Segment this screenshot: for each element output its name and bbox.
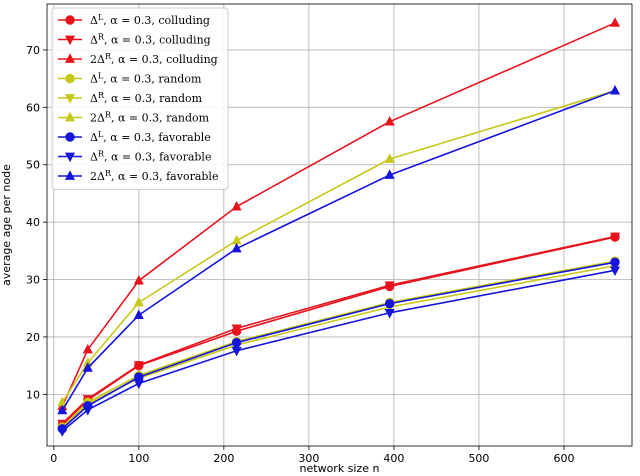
series-line: [61, 269, 616, 432]
legend-item: ΔL, α = 0.3, favorable: [58, 130, 211, 145]
legend-marker: [64, 53, 76, 63]
legend-box: [51, 7, 229, 190]
data-point: [384, 115, 395, 126]
legend-item: ΔR, α = 0.3, favorable: [58, 149, 211, 164]
data-point: [610, 257, 620, 268]
x-tick-label: 500: [468, 452, 489, 465]
x-tick-label: 300: [298, 452, 319, 465]
legend-item: 2ΔR, α = 0.3, colluding: [58, 52, 218, 67]
legend-label: ΔL, α = 0.3, favorable: [90, 130, 211, 145]
series-line: [61, 22, 616, 407]
series-6: [57, 84, 621, 407]
data-point: [82, 362, 93, 372]
series-line: [61, 261, 616, 430]
data-point: [384, 308, 395, 319]
data-point: [609, 17, 621, 27]
legend-marker: [64, 111, 76, 122]
data-point: [609, 232, 621, 243]
y-tick-label: 60: [26, 101, 40, 114]
legend-marker: [64, 35, 76, 46]
series-8: [57, 266, 621, 437]
x-tick-label: 600: [553, 452, 574, 465]
data-point: [231, 337, 242, 348]
legend-marker: [64, 170, 76, 180]
data-point: [384, 153, 395, 163]
plot-frame: [46, 3, 633, 447]
data-point: [133, 361, 144, 371]
data-point: [57, 404, 68, 415]
legend: ΔL, α = 0.3, colluding ΔR, α = 0.3, collu…: [51, 7, 229, 190]
data-point: [82, 343, 93, 354]
data-point: [57, 427, 68, 437]
y-axis-label: average age per node: [0, 164, 13, 286]
y-tick-label: 70: [26, 44, 40, 57]
series-line: [61, 264, 616, 429]
legend-marker: [64, 152, 76, 163]
legend-label: ΔL, α = 0.3, random: [90, 71, 202, 86]
legend-marker: [64, 94, 76, 104]
data-point: [384, 298, 395, 309]
legend-marker: [65, 132, 75, 142]
legend-item: 2ΔR, α = 0.3, random: [58, 110, 210, 125]
y-tick-label: 30: [26, 274, 40, 287]
legend-item: ΔL, α = 0.3, colluding: [58, 13, 210, 28]
data-point: [231, 324, 242, 335]
data-point: [231, 200, 242, 211]
legend-item: 2ΔR, α = 0.3, favorable: [58, 169, 218, 184]
data-point: [609, 266, 621, 277]
x-tick-label: 100: [128, 452, 149, 465]
data-point: [133, 309, 144, 319]
series-layer: [57, 17, 621, 437]
legend-label: ΔR, α = 0.3, colluding: [90, 32, 211, 47]
legend-label: 2ΔR, α = 0.3, colluding: [90, 52, 218, 67]
y-tick-label: 50: [26, 159, 40, 172]
data-point: [82, 405, 93, 416]
data-point: [384, 281, 395, 291]
series-9: [57, 84, 621, 415]
legend-label: 2ΔR, α = 0.3, random: [90, 110, 210, 125]
data-point: [384, 169, 395, 179]
x-tick-label: 400: [383, 452, 404, 465]
x-tick-label: 0: [50, 452, 57, 465]
y-tick-label: 40: [26, 216, 40, 229]
legend-item: ΔR, α = 0.3, random: [58, 91, 203, 106]
legend-marker: [65, 15, 75, 25]
legend-label: ΔR, α = 0.3, favorable: [90, 149, 211, 164]
series-3: [57, 17, 621, 411]
legend-label: ΔL, α = 0.3, colluding: [90, 13, 210, 28]
axis-ticks: 0 100 200 300 400 500 600 10 20 30 40 50 60 70: [26, 44, 574, 465]
data-point: [133, 296, 144, 307]
legend-item: ΔR, α = 0.3, colluding: [58, 32, 211, 47]
data-point: [609, 84, 621, 95]
y-tick-label: 10: [26, 388, 40, 401]
y-tick-label: 20: [26, 331, 40, 344]
series-line: [61, 89, 616, 411]
x-axis-label: network size n: [300, 462, 380, 475]
legend-item: ΔL, α = 0.3, random: [58, 71, 202, 86]
data-point: [231, 346, 242, 357]
data-point: [133, 379, 144, 390]
series-line: [61, 89, 616, 403]
legend-label: 2ΔR, α = 0.3, favorable: [90, 169, 218, 184]
data-point: [133, 274, 144, 285]
legend-label: ΔR, α = 0.3, random: [90, 91, 203, 106]
x-tick-label: 200: [213, 452, 234, 465]
data-point: [231, 242, 242, 253]
legend-marker: [65, 73, 75, 84]
